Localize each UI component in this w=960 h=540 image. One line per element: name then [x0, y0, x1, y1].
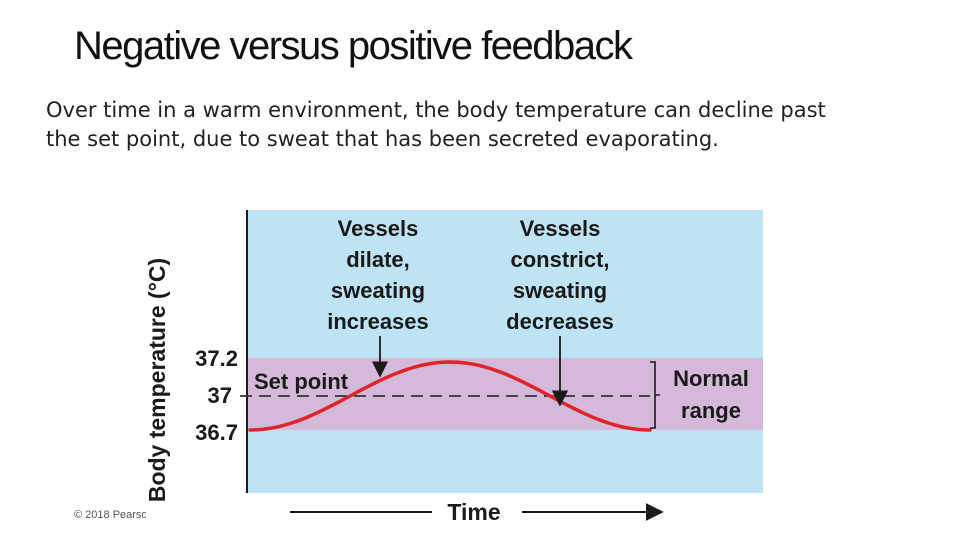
copyright-notice: © 2018 Pearson [74, 509, 146, 521]
annotation-right-line2: constrict, [510, 247, 609, 272]
annotation-right-line1: Vessels [520, 216, 601, 241]
annotation-right-line4: decreases [506, 309, 614, 334]
x-axis-label: Time [447, 499, 500, 525]
slide-title: Negative versus positive feedback [74, 24, 633, 68]
plot-background [248, 210, 763, 493]
y-tick-36-7: 36.7 [195, 420, 238, 445]
y-tick-37: 37 [208, 383, 232, 408]
y-axis-label: Body temperature (°C) [144, 258, 170, 502]
normal-range-band [248, 358, 763, 430]
normal-range-label-line1: Normal [673, 366, 749, 391]
normal-range-label-line2: range [681, 398, 741, 423]
normal-range-bracket [650, 361, 660, 429]
y-tick-37-2: 37.2 [195, 346, 238, 371]
annotation-left-line2: dilate, [346, 247, 410, 272]
annotation-vessels-constrict: Vessels constrict, sweating decreases [506, 216, 614, 334]
annotation-vessels-dilate: Vessels dilate, sweating increases [327, 216, 429, 334]
set-point-label: Set point [254, 369, 349, 394]
annotation-left-line4: increases [327, 309, 429, 334]
temperature-curve [248, 360, 652, 432]
annotation-left-line3: sweating [331, 278, 425, 303]
annotation-left-line1: Vessels [338, 216, 419, 241]
slide-body-text: Over time in a warm environment, the bod… [46, 98, 826, 151]
annotation-right-line3: sweating [513, 278, 607, 303]
